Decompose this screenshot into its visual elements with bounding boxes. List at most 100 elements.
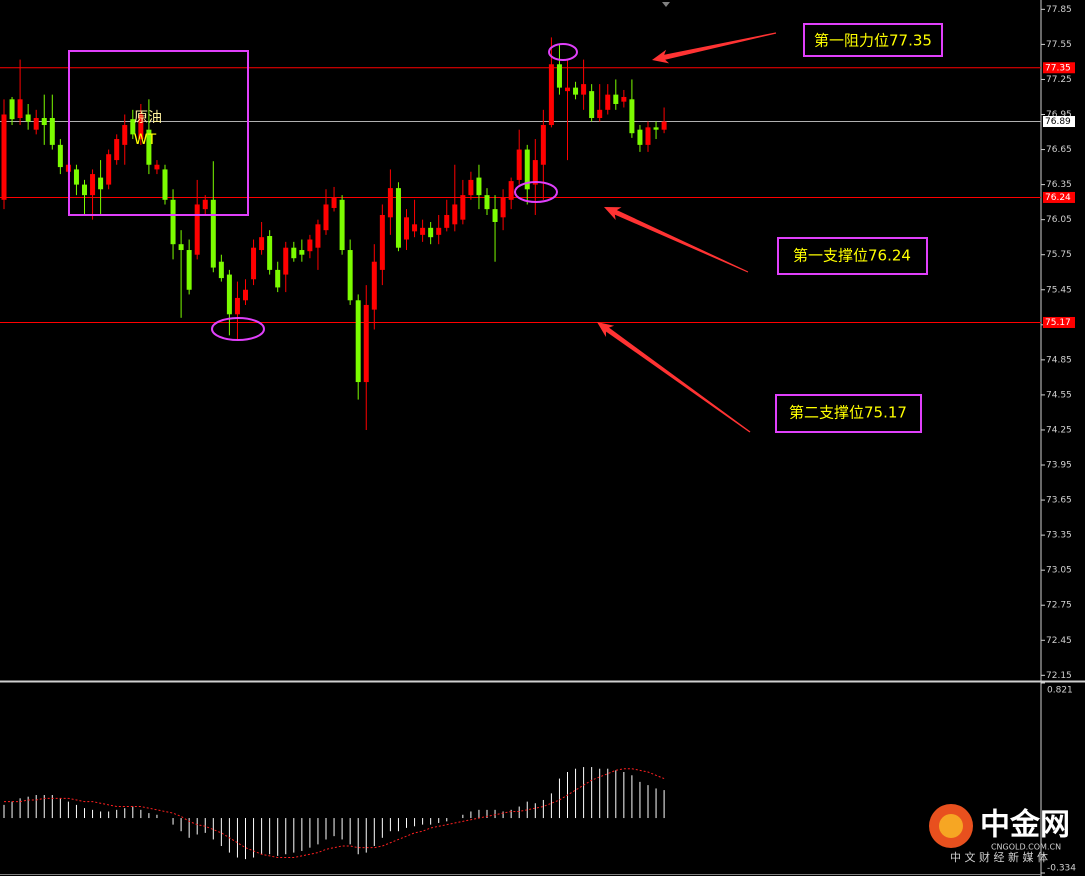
candle-body bbox=[186, 250, 192, 290]
candle-body bbox=[138, 114, 144, 140]
pointer-arrow bbox=[604, 207, 749, 273]
y-tick-label: 77.25 bbox=[1046, 75, 1072, 85]
candle-body bbox=[548, 64, 554, 126]
candle-body bbox=[476, 177, 482, 196]
candle-body bbox=[540, 125, 546, 165]
candle-body bbox=[146, 129, 152, 165]
candle-body bbox=[355, 300, 361, 383]
candle-body bbox=[243, 289, 248, 301]
level-label: 第一阻力位77.35 bbox=[814, 32, 932, 50]
candle-body bbox=[516, 149, 522, 180]
candle-body bbox=[532, 160, 538, 185]
price-tag-label: 76.89 bbox=[1045, 117, 1071, 127]
candle-body bbox=[492, 209, 498, 222]
candle-body bbox=[404, 217, 409, 240]
price-tag bbox=[1043, 316, 1075, 328]
candle-body bbox=[589, 91, 595, 119]
candle-body bbox=[25, 114, 31, 122]
candle-body bbox=[460, 195, 466, 220]
y-tick-label: 74.85 bbox=[1046, 355, 1072, 365]
y-tick-label: 73.65 bbox=[1046, 496, 1072, 506]
y-tick-label: 76.95 bbox=[1046, 110, 1072, 120]
candle-body bbox=[339, 199, 345, 251]
candle-body bbox=[508, 181, 514, 200]
y-tick-label: 73.05 bbox=[1046, 566, 1072, 576]
level-box bbox=[803, 23, 943, 57]
y-tick-label: 72.45 bbox=[1046, 636, 1072, 646]
candle-body bbox=[90, 174, 96, 196]
candle-body bbox=[170, 199, 176, 245]
candle-body bbox=[57, 144, 63, 168]
price-tag-label: 76.24 bbox=[1045, 193, 1071, 203]
candle-body bbox=[387, 188, 393, 218]
watermark-slogan: 中 文 财 经 新 媒 体 bbox=[950, 850, 1048, 864]
highlight-ellipse bbox=[548, 43, 578, 61]
annotation-text: 原油 bbox=[134, 110, 162, 126]
candle-body bbox=[436, 227, 442, 235]
price-tag bbox=[1043, 191, 1075, 203]
candle-body bbox=[524, 149, 530, 190]
price-tag-label: 75.17 bbox=[1045, 318, 1071, 328]
candle-body bbox=[114, 139, 120, 161]
candle-body bbox=[9, 99, 15, 120]
candle-body bbox=[379, 214, 385, 270]
candle-body bbox=[428, 227, 434, 238]
candle-body bbox=[251, 247, 257, 280]
y-tick-label: 77.55 bbox=[1046, 40, 1072, 50]
candle-body bbox=[395, 188, 401, 248]
candle-body bbox=[234, 297, 240, 315]
y-tick-label: 76.65 bbox=[1046, 145, 1072, 155]
candle-body bbox=[573, 87, 579, 95]
candle-body bbox=[605, 94, 611, 110]
candle-body bbox=[613, 94, 619, 104]
watermark-brand: 中金网 bbox=[980, 808, 1070, 843]
candle-body bbox=[444, 214, 450, 228]
candle-body bbox=[202, 199, 208, 210]
candle-body bbox=[307, 239, 313, 252]
highlight-ellipse bbox=[211, 317, 265, 341]
price-tag-label: 77.35 bbox=[1045, 63, 1071, 73]
candle-body bbox=[299, 250, 305, 255]
candle-body bbox=[371, 261, 377, 310]
candle-body bbox=[82, 184, 87, 196]
watermark-logo bbox=[939, 814, 963, 838]
watermark: 中金网 CNGOLD.COM.CN 中 文 财 经 新 媒 体 bbox=[929, 804, 1070, 864]
y-tick-label: 77.85 bbox=[1046, 5, 1072, 15]
y-tick-label: 75.45 bbox=[1046, 285, 1072, 295]
annotation-text: WT bbox=[134, 132, 157, 148]
candle-body bbox=[653, 127, 659, 130]
y-tick-label: -0.334 bbox=[1047, 864, 1076, 874]
candle-body bbox=[500, 197, 506, 218]
candle-body bbox=[621, 96, 627, 102]
y-tick-label: 74.25 bbox=[1046, 425, 1072, 435]
candle-body bbox=[323, 204, 329, 231]
candle-body bbox=[73, 169, 79, 185]
candle-body bbox=[283, 247, 289, 275]
y-tick-label: 76.35 bbox=[1046, 180, 1072, 190]
candle-body bbox=[106, 154, 112, 185]
highlight-ellipse bbox=[514, 181, 558, 203]
candle-body bbox=[218, 261, 224, 279]
candle-body bbox=[226, 274, 232, 315]
candle-body bbox=[331, 197, 337, 208]
candle-body bbox=[1, 114, 7, 200]
candle-body bbox=[162, 169, 168, 200]
candle-body bbox=[267, 236, 273, 270]
level-box bbox=[777, 237, 928, 275]
candle-body bbox=[661, 121, 667, 130]
y-tick-label: 73.35 bbox=[1046, 531, 1072, 541]
candle-body bbox=[565, 87, 570, 92]
annotation-box bbox=[68, 50, 249, 216]
candle-body bbox=[194, 204, 200, 255]
scroll-marker bbox=[662, 2, 670, 7]
candle-body bbox=[597, 109, 603, 119]
pointer-arrow bbox=[597, 322, 751, 433]
y-tick-label: 74.55 bbox=[1046, 390, 1072, 400]
candle-body bbox=[275, 269, 281, 288]
watermark-site: CNGOLD.COM.CN bbox=[991, 843, 1061, 852]
y-tick-label: 72.75 bbox=[1046, 601, 1072, 611]
candle-body bbox=[315, 224, 321, 248]
candle-body bbox=[130, 119, 136, 135]
candle-body bbox=[154, 164, 160, 170]
